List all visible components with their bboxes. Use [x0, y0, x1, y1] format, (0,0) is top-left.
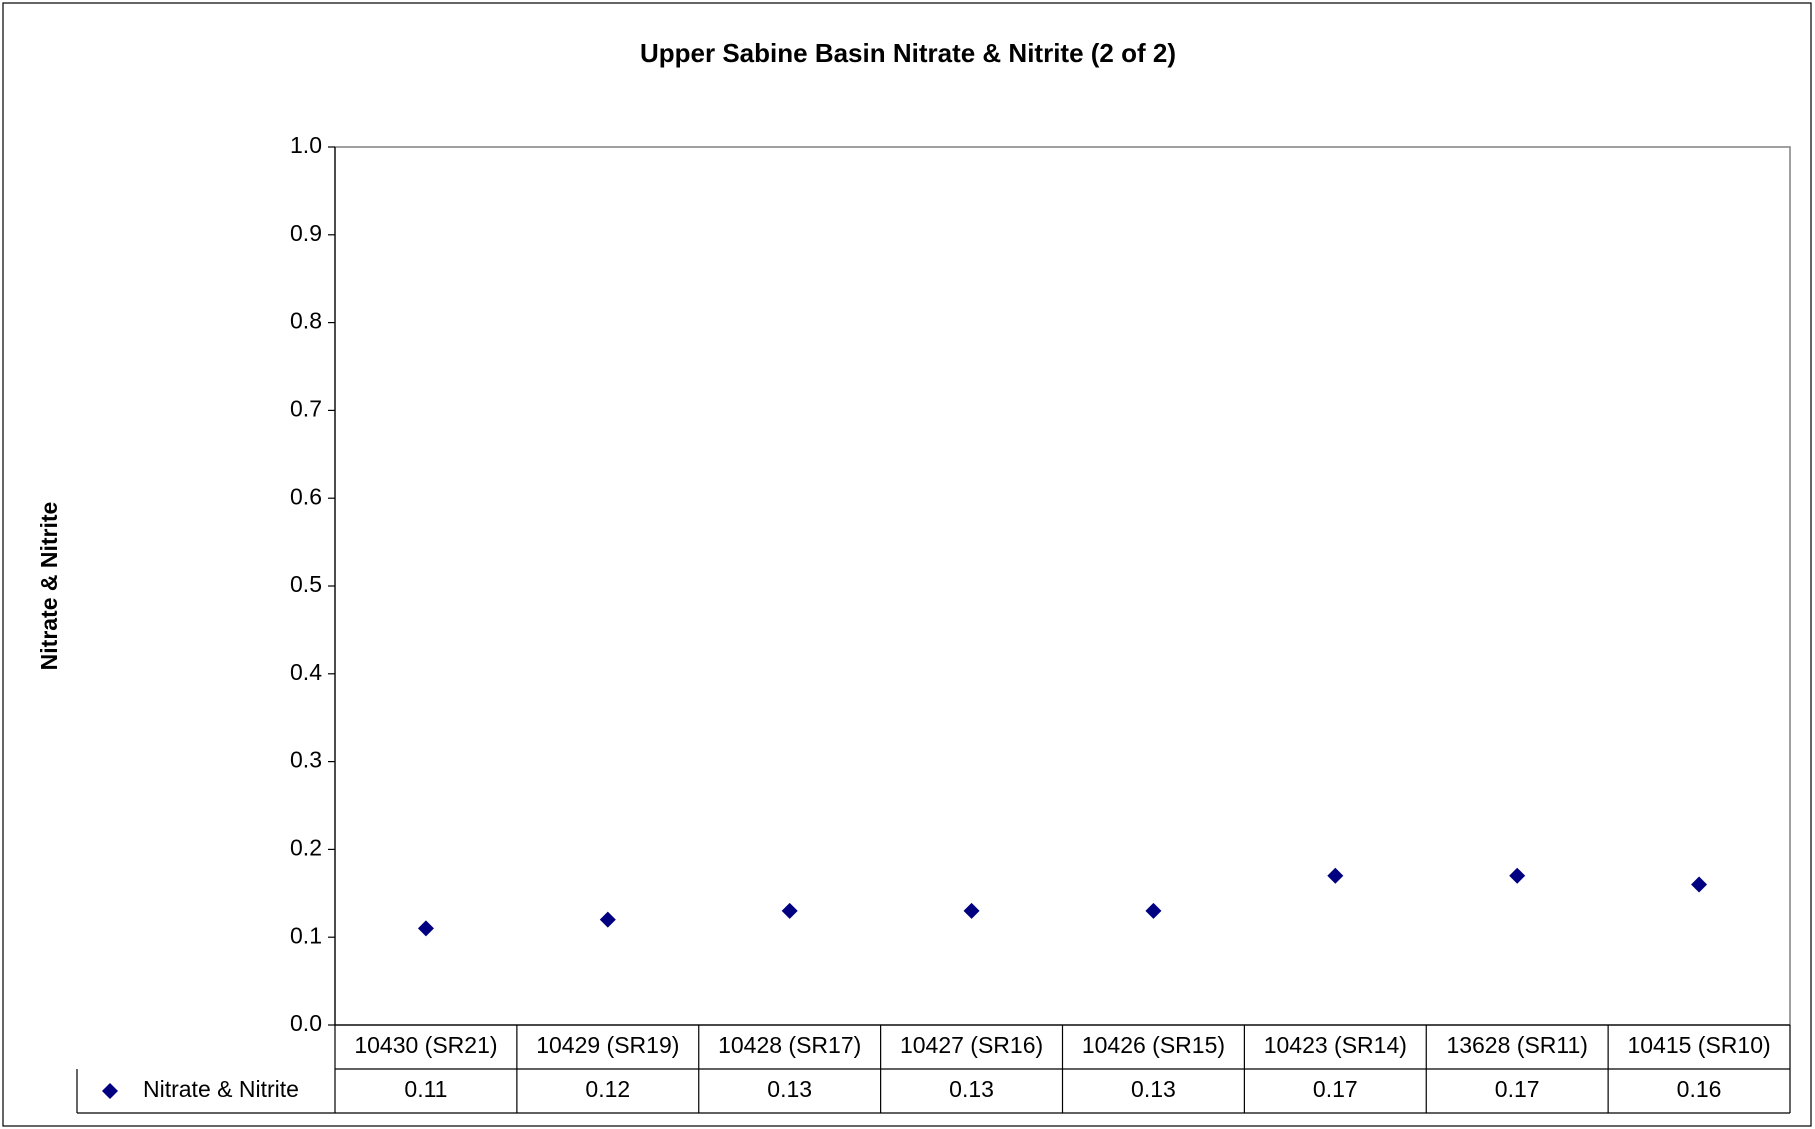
table-value: 0.11: [404, 1076, 447, 1102]
data-point: [599, 911, 616, 928]
legend-label: Nitrate & Nitrite: [143, 1076, 299, 1102]
y-tick-label: 0.4: [290, 659, 322, 685]
x-tick-label: 10428 (SR17): [718, 1032, 861, 1058]
y-tick-label: 0.0: [290, 1010, 322, 1036]
table-value: 0.16: [1677, 1076, 1722, 1102]
x-tick-label: 10426 (SR15): [1082, 1032, 1225, 1058]
table-value: 0.12: [585, 1076, 630, 1102]
data-point: [417, 920, 434, 937]
x-tick-label: 10430 (SR21): [354, 1032, 497, 1058]
x-tick-label: 10423 (SR14): [1264, 1032, 1407, 1058]
x-tick-label: 10427 (SR16): [900, 1032, 1043, 1058]
x-tick-label: 13628 (SR11): [1446, 1032, 1588, 1058]
y-tick-label: 0.8: [290, 308, 322, 334]
table-value: 0.13: [949, 1076, 994, 1102]
y-tick-label: 0.7: [290, 395, 322, 421]
table-value: 0.17: [1313, 1076, 1358, 1102]
table-value: 0.17: [1495, 1076, 1540, 1102]
y-axis-label: Nitrate & Nitrite: [36, 502, 62, 671]
data-point: [1691, 876, 1708, 893]
plot-area: [334, 146, 1791, 1026]
y-tick-label: 0.3: [290, 747, 322, 773]
data-point: [1509, 867, 1526, 884]
data-point: [1327, 867, 1344, 884]
data-point: [963, 902, 980, 919]
x-tick-label: 10415 (SR10): [1627, 1032, 1770, 1058]
table-value: 0.13: [767, 1076, 812, 1102]
data-point: [781, 902, 798, 919]
y-tick-label: 0.9: [290, 220, 322, 246]
y-tick-label: 0.5: [290, 571, 322, 597]
y-tick-label: 0.2: [290, 834, 322, 860]
y-tick-label: 0.6: [290, 483, 322, 509]
table-value: 0.13: [1131, 1076, 1176, 1102]
legend-marker: [102, 1083, 118, 1099]
data-point: [1145, 902, 1162, 919]
x-tick-label: 10429 (SR19): [536, 1032, 679, 1058]
chart-title: Upper Sabine Basin Nitrate & Nitrite (2 …: [640, 38, 1176, 68]
y-tick-label: 0.1: [290, 922, 322, 948]
y-tick-label: 1.0: [290, 132, 322, 158]
